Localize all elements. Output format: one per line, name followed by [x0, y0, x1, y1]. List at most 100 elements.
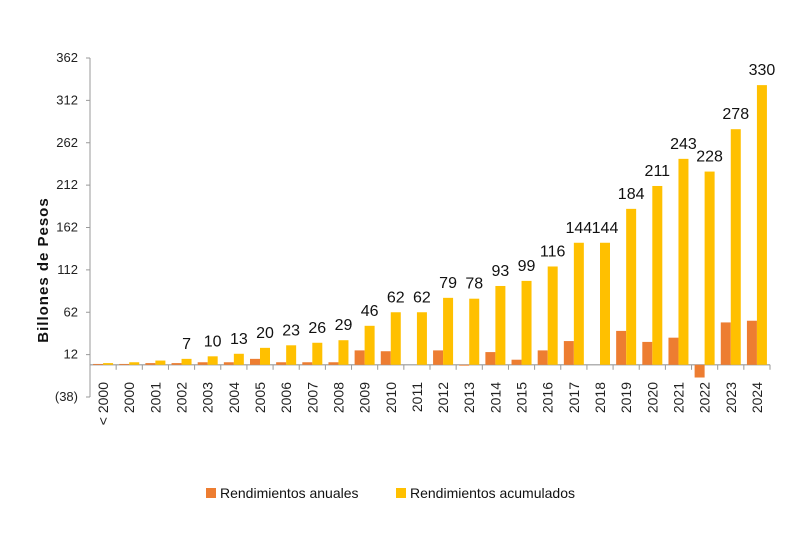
data-label: 116: [540, 243, 566, 260]
x-tick-label: 2020: [644, 382, 660, 413]
data-label: 78: [465, 276, 483, 293]
data-label: 243: [670, 136, 697, 153]
bar-annual: [145, 363, 156, 365]
bar-cumulative: [521, 280, 532, 365]
x-tick-label: 2012: [435, 382, 451, 413]
bar-cumulative: [207, 356, 218, 365]
y-tick-label: 362: [56, 50, 78, 65]
bar-annual: [197, 362, 208, 365]
y-tick-label: 112: [57, 262, 78, 277]
x-tick-label: 2024: [749, 382, 765, 413]
bar-cumulative: [416, 312, 427, 365]
bar-cumulative: [600, 242, 610, 365]
bar-annual: [433, 350, 444, 365]
bar-cumulative: [730, 129, 741, 365]
bar-annual: [328, 362, 339, 365]
bar-cumulative: [469, 298, 480, 365]
bar-cumulative: [390, 312, 401, 365]
data-label: 29: [335, 317, 353, 334]
bar-annual: [511, 359, 522, 365]
x-tick-label: 2022: [697, 382, 713, 413]
y-tick-label: 12: [64, 347, 78, 362]
bar-annual: [302, 362, 313, 365]
data-label: 330: [749, 62, 776, 79]
bar-cumulative: [547, 266, 558, 365]
data-label: 13: [230, 331, 248, 348]
bar-annual: [563, 341, 574, 365]
x-tick-label: 2019: [618, 382, 634, 413]
data-label: 278: [722, 106, 749, 123]
data-label: 10: [204, 333, 222, 350]
x-tick-label: 2015: [514, 382, 530, 413]
bar-cumulative: [704, 171, 715, 365]
x-tick-label: 2000: [121, 382, 137, 413]
bar-annual: [746, 320, 757, 365]
bar-cumulative: [678, 158, 689, 365]
bar-cumulative: [103, 363, 114, 365]
x-tick-label: 2021: [670, 382, 686, 413]
bar-annual: [694, 364, 705, 378]
bar-cumulative: [495, 285, 506, 365]
y-tick-label: 212: [56, 177, 78, 192]
bar-annual: [276, 362, 287, 365]
bar-annual: [93, 363, 104, 365]
data-label: 7: [182, 336, 191, 353]
bar-annual: [250, 358, 260, 365]
data-label: 93: [491, 263, 509, 280]
x-tick-label: < 2000: [95, 382, 111, 425]
bar-annual: [642, 341, 653, 365]
bar-cumulative: [129, 362, 140, 365]
bar-annual: [354, 350, 365, 365]
x-tick-label: 2003: [200, 382, 216, 413]
bar-annual: [485, 352, 496, 365]
bar-cumulative: [364, 325, 375, 365]
data-label: 62: [413, 289, 431, 306]
bar-cumulative: [338, 340, 349, 365]
bar-cumulative: [155, 360, 166, 365]
bar-annual: [171, 363, 182, 365]
x-tick-label: 2010: [383, 382, 399, 413]
x-tick-label: 2013: [461, 382, 477, 413]
x-tick-label: 2011: [409, 382, 425, 412]
bar-annual: [380, 351, 391, 365]
data-label: 211: [645, 163, 671, 180]
bar-cumulative: [181, 358, 192, 365]
data-label: 26: [308, 320, 326, 337]
bar-annual: [119, 363, 130, 365]
x-tick-label: 2005: [252, 382, 268, 413]
y-tick-label: 62: [64, 304, 78, 319]
x-tick-label: 2008: [330, 382, 346, 413]
y-tick-label: (38): [55, 389, 78, 404]
data-label: 228: [696, 149, 723, 166]
bar-annual: [720, 322, 731, 365]
data-label: 144: [592, 220, 619, 237]
x-tick-label: 2017: [566, 382, 582, 413]
data-label: 20: [256, 325, 274, 342]
y-tick-label: 262: [56, 135, 78, 150]
x-tick-label: 2002: [174, 382, 190, 413]
x-tick-label: 2004: [226, 382, 242, 413]
legend-swatch-annual: [206, 488, 216, 498]
y-axis-title: Billones de Pesos: [35, 197, 52, 342]
x-tick-label: 2009: [357, 382, 373, 413]
x-tick-label: 2006: [278, 382, 294, 413]
bar-cumulative: [233, 353, 244, 365]
y-tick-label: 162: [56, 220, 78, 235]
data-label: 46: [361, 303, 379, 320]
bar-annual: [616, 330, 627, 365]
data-label: 62: [387, 289, 405, 306]
bar-annual: [459, 364, 470, 366]
legend-swatch-cumulative: [396, 488, 406, 498]
data-label: 99: [518, 258, 536, 275]
data-label: 23: [282, 322, 300, 339]
legend-label-cumulative: Rendimientos acumulados: [410, 485, 575, 501]
bar-cumulative: [626, 208, 637, 365]
x-tick-label: 2007: [304, 382, 320, 413]
y-tick-label: 312: [56, 92, 78, 107]
bar-cumulative: [286, 345, 297, 365]
bar-cumulative: [312, 342, 323, 365]
bar-cumulative: [260, 347, 270, 365]
bar-cumulative: [443, 297, 454, 365]
